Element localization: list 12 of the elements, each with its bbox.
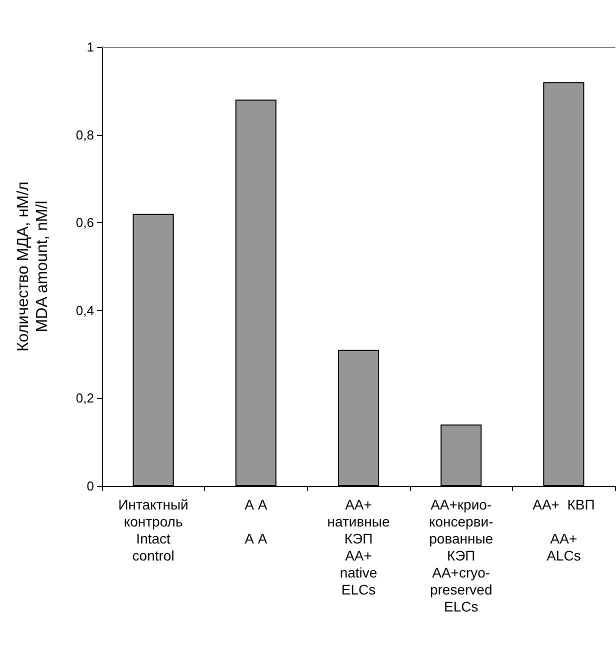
y-tick-label: 0 <box>86 478 94 494</box>
y-axis-title: Количество МДА, нМ/л MDA amount, nM/l <box>15 181 51 352</box>
x-tick-label: Интактный контроль Intact control <box>118 496 188 564</box>
x-tick-label: АА+крио- консерви- рованные КЭП АА+cryo- preserved ELCs <box>428 496 494 614</box>
category-label: А А А А <box>244 496 268 546</box>
y-tick-label: 0,4 <box>76 302 94 318</box>
y-tick-label: 0,2 <box>76 390 94 406</box>
y-tick-label: 0,8 <box>76 127 94 142</box>
y-tick-label: 1 <box>86 40 94 54</box>
y-tick-label: 0,6 <box>76 215 94 230</box>
category-label: АА+ КВП АА+ ALCs <box>532 496 595 564</box>
x-tick-label: АА+ нативные КЭП АА+ native ELCs <box>327 496 390 598</box>
